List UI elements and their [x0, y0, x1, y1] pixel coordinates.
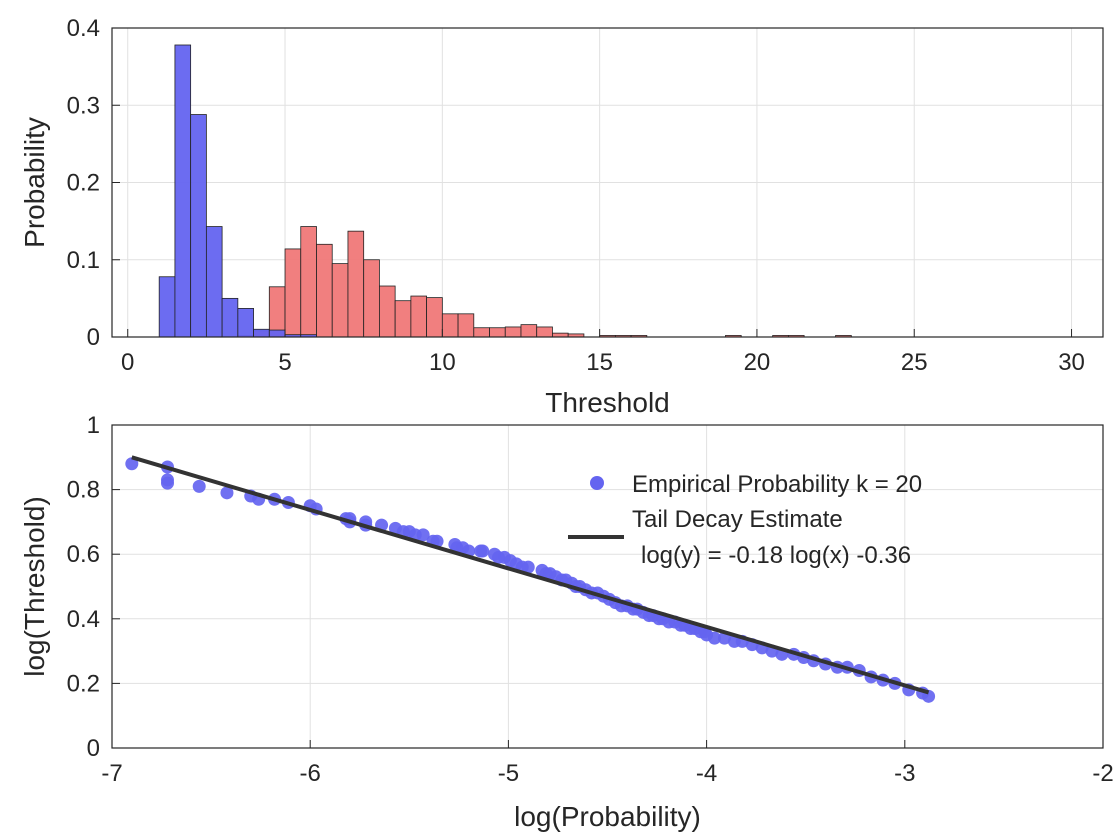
plot-area [112, 425, 1103, 748]
y-tick-label: 0.4 [67, 15, 100, 42]
blue-histogram-bar [268, 329, 286, 338]
x-tick-label: -6 [300, 760, 321, 787]
x-tick-label: 10 [429, 349, 456, 376]
red-histogram-bar [379, 285, 396, 338]
empirical-point [476, 544, 490, 558]
y-axis-label: Probability [19, 117, 50, 248]
red-histogram-bar [489, 327, 506, 338]
red-histogram-bar [536, 326, 553, 338]
red-histogram-bar [363, 259, 380, 338]
blue-histogram-bar [174, 44, 192, 338]
red-histogram-bar [394, 300, 412, 338]
x-tick-label: 5 [278, 349, 291, 376]
red-histogram-bar [457, 313, 475, 338]
red-histogram-bar [473, 327, 490, 338]
blue-histogram-bar [221, 297, 239, 338]
empirical-point [192, 479, 206, 493]
legend-label-empirical: Empirical Probability k = 20 [632, 471, 922, 498]
y-tick-label: 0.1 [67, 247, 100, 274]
y-tick-label: 0 [87, 735, 100, 762]
y-tick-label: 0.2 [67, 670, 100, 697]
x-tick-label: 15 [586, 349, 613, 376]
empirical-point [160, 476, 174, 490]
x-tick-label: 25 [901, 349, 928, 376]
empirical-point [125, 457, 139, 471]
red-histogram-bar [316, 243, 333, 338]
red-histogram-bar [426, 297, 443, 338]
x-axis-label: log(Probability) [514, 801, 701, 832]
y-tick-label: 0.4 [67, 606, 100, 633]
x-tick-label: 20 [744, 349, 771, 376]
y-tick-label: 0.2 [67, 170, 100, 197]
legend-marker-empirical [590, 476, 604, 490]
y-tick-label: 0 [87, 324, 100, 351]
red-histogram-bar [347, 230, 365, 338]
empirical-point [708, 631, 722, 645]
y-tick-label: 0.3 [67, 92, 100, 119]
red-histogram-bar [441, 313, 459, 338]
blue-histogram-bar [237, 308, 254, 338]
empirical-point [416, 528, 430, 542]
empirical-point [521, 560, 535, 574]
x-tick-label: -3 [894, 760, 915, 787]
x-tick-label: 30 [1058, 349, 1085, 376]
blue-histogram-bar [190, 114, 207, 338]
x-tick-label: 0 [121, 349, 134, 376]
legend-label-fit-equation: log(y) = -0.18 log(x) -0.36 [641, 542, 911, 569]
red-histogram-bar [520, 324, 538, 338]
x-axis-label: Threshold [545, 387, 670, 418]
y-tick-label: 0.8 [67, 477, 100, 504]
y-axis-label: log(Threshold) [19, 496, 50, 677]
red-histogram-bar [300, 226, 317, 338]
legend: Empirical Probability k = 20 Tail Decay E… [568, 471, 922, 569]
red-histogram-bar [331, 263, 349, 338]
blue-histogram-bar [253, 328, 270, 338]
tail-decay-panel: -7 -6 -5 -4 -3 -2 0 0.2 0.4 0.6 0.8 1 log(Probabilit… [19, 412, 1114, 832]
x-tick-label: -7 [101, 760, 122, 787]
y-tick-label: 0.6 [67, 541, 100, 568]
plot-frame [111, 424, 1104, 749]
x-tick-label: -5 [498, 760, 519, 787]
legend-label-fit: Tail Decay Estimate [632, 506, 843, 533]
empirical-point [220, 486, 234, 500]
red-histogram-bar [410, 295, 428, 338]
red-histogram-bar [268, 286, 286, 338]
x-tick-label: -2 [1092, 760, 1113, 787]
x-tick-label: -4 [696, 760, 717, 787]
blue-histogram-bar [205, 226, 223, 338]
red-histogram-bar [504, 326, 522, 338]
blue-histogram-bar [158, 276, 176, 338]
tail-decay-fit-line [131, 455, 930, 695]
red-histogram-bar [284, 248, 302, 338]
histogram-panel: 0 5 10 15 20 25 30 0 0.1 0.2 0.3 0.4 Threshold Probab… [19, 15, 1104, 418]
y-tick-label: 1 [87, 412, 100, 439]
